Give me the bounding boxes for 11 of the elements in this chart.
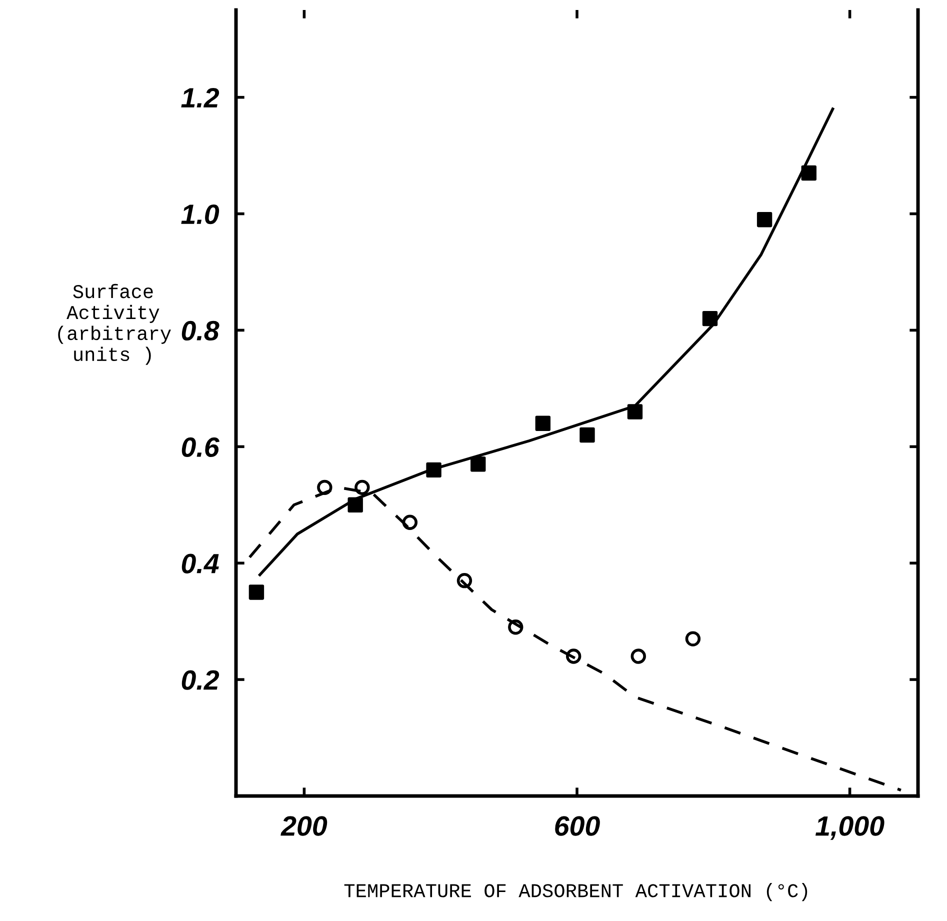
x-axis-title: TEMPERATURE OF ADSORBENT ACTIVATION (°C) — [344, 883, 808, 902]
y-tick-label: 0.2 — [182, 670, 220, 690]
y-axis-title: Surface Activity (arbitrary units ) — [58, 284, 171, 365]
y-tick-label: 1.2 — [181, 88, 220, 108]
y-tick-label: 1.0 — [181, 204, 220, 224]
y-tick-label: 0.4 — [182, 554, 219, 574]
x-tick-label: 1,000 — [815, 816, 884, 840]
y-tick-label: 0.8 — [182, 320, 220, 341]
x-tick-label: 200 — [280, 816, 328, 836]
x-tick-label: 600 — [555, 816, 600, 836]
y-tick-label: 0.6 — [182, 437, 220, 458]
